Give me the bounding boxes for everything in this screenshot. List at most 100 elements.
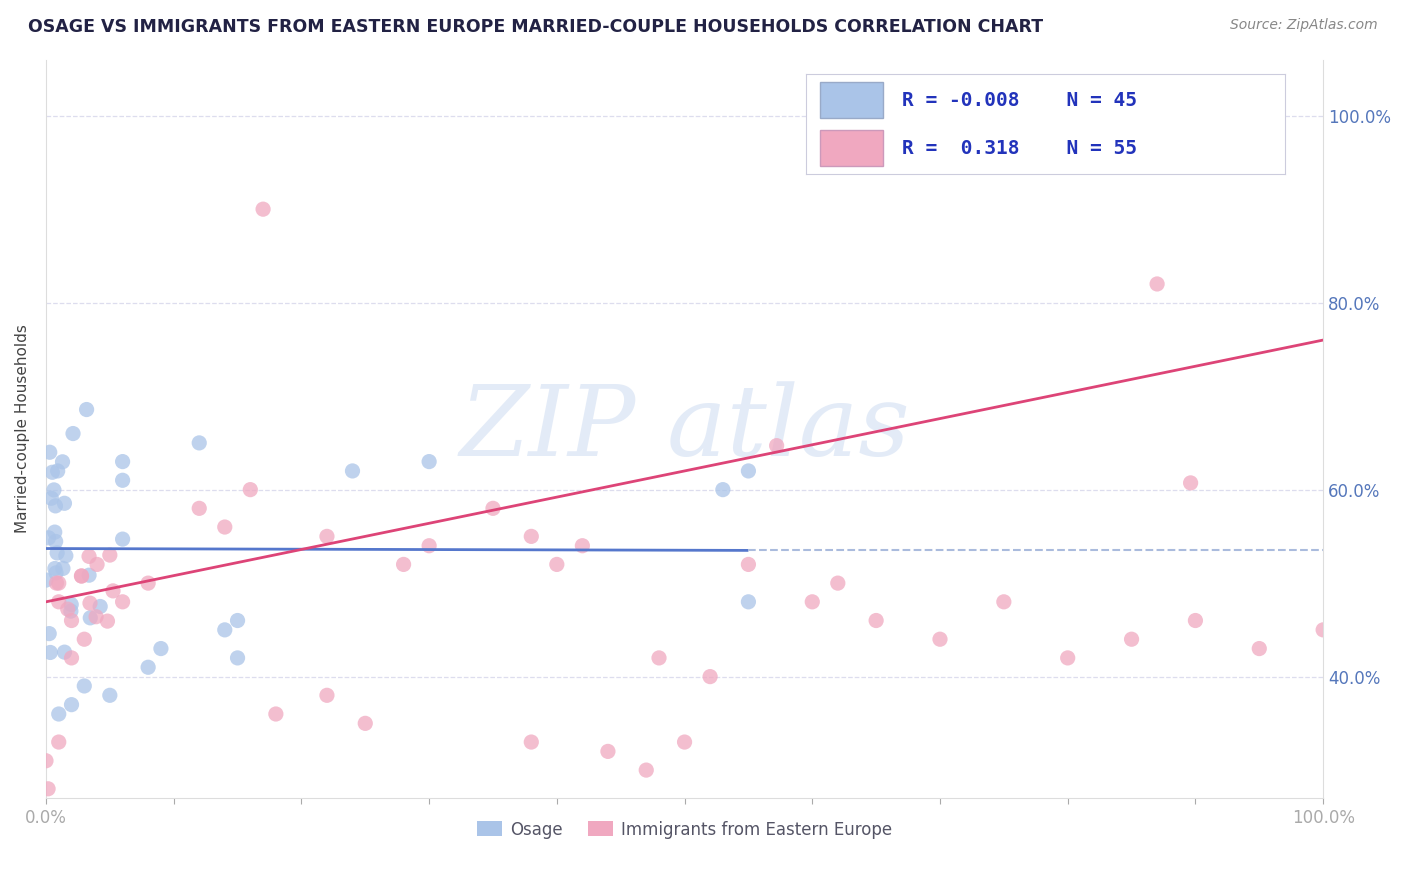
Point (44, 525, 66, 540)
Point (827, 576, 849, 591)
Point (929, 632, 952, 647)
Point (737, 464, 759, 478)
Y-axis label: Married-couple Households: Married-couple Households (15, 325, 30, 533)
Point (149, 641, 172, 656)
Point (188, 436, 211, 450)
Point (1249, 641, 1271, 656)
Point (70, 569, 93, 583)
Point (56, 602, 79, 616)
Point (44, 499, 66, 513)
Point (188, 501, 211, 516)
Point (48, 595, 70, 609)
Point (77, 568, 100, 582)
Point (737, 558, 759, 572)
Point (1312, 623, 1334, 637)
Point (136, 576, 159, 591)
Point (53, 645, 76, 659)
Point (648, 651, 671, 665)
Text: OSAGE VS IMMIGRANTS FROM EASTERN EUROPE MARRIED-COUPLE HOUSEHOLDS CORRELATION CH: OSAGE VS IMMIGRANTS FROM EASTERN EUROPE … (28, 18, 1043, 36)
Point (865, 614, 887, 628)
Text: ZIP atlas: ZIP atlas (460, 381, 910, 476)
Point (993, 595, 1015, 609)
Point (60, 598, 83, 612)
Point (418, 454, 440, 468)
Point (46, 546, 69, 560)
Point (636, 763, 658, 777)
Point (546, 558, 568, 572)
Point (673, 735, 696, 749)
Point (801, 595, 824, 609)
Point (42, 483, 65, 497)
Point (418, 539, 440, 553)
Point (73, 679, 96, 693)
Point (59, 604, 82, 618)
Point (35, 573, 58, 587)
Point (48, 576, 70, 591)
Point (44, 561, 66, 575)
Legend: Osage, Immigrants from Eastern Europe: Osage, Immigrants from Eastern Europe (470, 814, 898, 846)
Point (98, 688, 121, 702)
Point (39, 645, 62, 659)
Point (48, 706, 70, 721)
Point (38, 626, 60, 640)
Point (239, 483, 262, 497)
Point (53, 496, 76, 510)
Point (86, 558, 108, 572)
Point (1121, 632, 1143, 647)
Point (111, 532, 134, 546)
Point (60, 698, 83, 712)
Point (1184, 614, 1206, 628)
Point (737, 595, 759, 609)
Point (699, 670, 721, 684)
Point (76, 402, 98, 417)
Point (252, 202, 274, 217)
Point (45, 534, 67, 549)
Point (60, 651, 83, 665)
Point (354, 716, 377, 731)
Point (571, 539, 593, 553)
Point (101, 583, 124, 598)
Point (226, 651, 249, 665)
Point (77, 549, 100, 564)
Point (45, 576, 67, 591)
Point (1146, 277, 1168, 291)
Point (41, 491, 63, 506)
Point (98, 548, 121, 562)
Point (55, 549, 77, 563)
Point (316, 688, 339, 702)
Point (73, 632, 96, 647)
Point (79, 611, 101, 625)
Point (520, 735, 543, 749)
Point (111, 454, 134, 468)
Text: Source: ZipAtlas.com: Source: ZipAtlas.com (1230, 18, 1378, 32)
Point (41, 465, 63, 479)
Point (111, 595, 134, 609)
Point (52, 561, 75, 575)
Point (136, 660, 159, 674)
Point (765, 439, 787, 453)
Point (79, 596, 101, 610)
Point (60, 614, 83, 628)
Point (342, 464, 364, 478)
Point (37, 781, 59, 796)
Point (45, 566, 67, 580)
Point (1180, 475, 1202, 490)
Point (84, 609, 107, 624)
Point (111, 473, 134, 487)
Point (711, 483, 734, 497)
Point (264, 706, 287, 721)
Point (226, 614, 249, 628)
Point (214, 520, 236, 534)
Point (62, 426, 84, 441)
Point (35, 754, 58, 768)
Point (96, 614, 118, 628)
Point (38, 445, 60, 459)
Point (70, 569, 93, 583)
Point (46, 464, 69, 478)
Point (89, 599, 111, 614)
Point (1056, 651, 1078, 665)
Point (51, 455, 73, 469)
Point (392, 558, 415, 572)
Point (482, 501, 505, 516)
Point (48, 735, 70, 749)
